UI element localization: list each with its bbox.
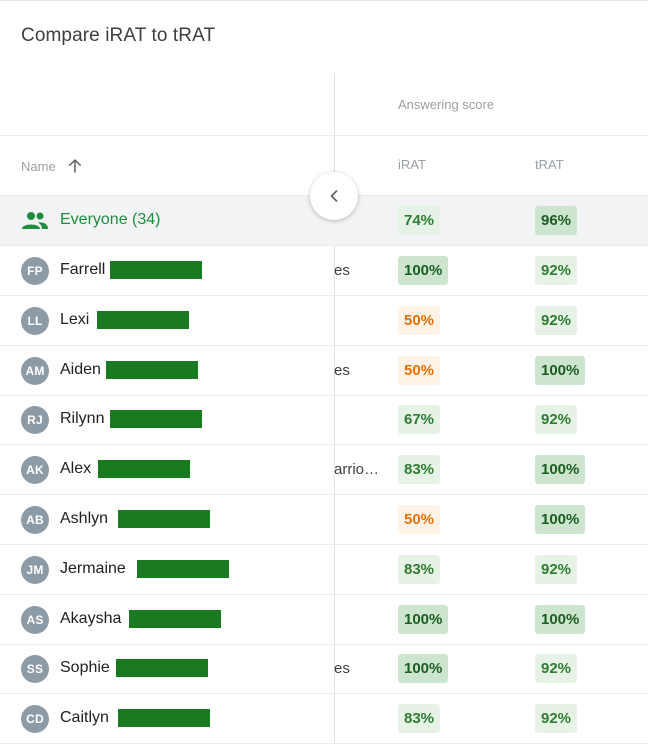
everyone-irat-score: 74% [398,206,441,235]
irat-column-header[interactable]: iRAT [398,157,426,172]
redaction-block [97,310,189,329]
name-column-label: Name [21,158,56,174]
answering-score-header: Answering score [398,97,495,112]
avatar: AB [21,506,49,534]
collapse-button[interactable] [310,172,358,220]
trat-score: 92% [535,704,578,734]
student-row[interactable]: AK Alex arrio… 83% 100% [0,445,648,496]
student-name: Lexi [60,310,90,328]
trat-score: 100% [535,604,586,634]
trat-score: 92% [535,405,578,435]
avatar: JM [21,555,49,584]
irat-score: 50% [398,505,441,534]
irat-score: 100% [398,654,449,684]
student-extra-text: es [334,262,350,279]
avatar: SS [21,655,49,684]
redaction-block [98,460,190,479]
student-name: Aiden [60,360,101,378]
trat-score: 92% [535,256,578,285]
page-title: Compare iRAT to tRAT [21,25,216,46]
redaction-block [110,261,202,279]
irat-score: 67% [398,405,441,435]
irat-score: 50% [398,305,441,335]
chevron-left-icon [330,190,338,202]
irat-score: 83% [398,704,441,734]
trat-score: 92% [535,654,578,684]
trat-column-header[interactable]: tRAT [535,157,564,172]
irat-score: 100% [398,604,449,634]
irat-score: 83% [398,455,441,485]
redaction-block [110,410,202,429]
redaction-block [118,510,210,528]
irat-score: 50% [398,355,441,385]
trat-score: 100% [535,455,586,485]
header-divider [0,135,648,136]
avatar: AS [21,605,49,634]
student-row[interactable]: FP Farrell es 100% 92% [0,246,648,296]
avatar: LL [21,306,49,335]
trat-score: 92% [535,554,578,584]
irat-score: 83% [398,554,441,584]
avatar: FP [21,257,49,285]
student-row[interactable]: RJ Rilynn 67% 92% [0,395,648,446]
redaction-block [129,609,221,628]
redaction-block [106,360,198,379]
everyone-label: Everyone (34) [60,211,161,228]
student-row[interactable]: AS Akaysha 100% 100% [0,595,648,645]
student-name: Sophie [60,659,110,677]
student-extra-text: arrio… [334,461,380,479]
redaction-block [137,559,229,578]
group-icon [22,212,48,229]
student-name: Rilynn [60,410,105,428]
student-row[interactable]: JM Jermaine 83% 92% [0,545,648,595]
trat-score: 92% [535,305,578,335]
student-extra-text: es [334,660,350,678]
arrow-up-icon[interactable] [66,157,84,175]
student-name: Caitlyn [60,709,109,727]
avatar: AK [21,456,49,485]
student-row[interactable]: AB Ashlyn 50% 100% [0,495,648,545]
trat-score: 100% [535,355,586,385]
student-name: Akaysha [60,609,122,627]
student-name: Alex [60,460,92,478]
student-name: Farrell [60,261,106,278]
redaction-block [116,659,208,678]
avatar: CD [21,705,49,734]
trat-score: 100% [535,505,586,534]
name-column-header[interactable]: Name [21,157,84,175]
column-divider [334,73,335,744]
student-extra-text: es [334,361,350,379]
student-row[interactable]: LL Lexi 50% 92% [0,296,648,346]
avatar: AM [21,356,49,385]
redaction-block [118,709,210,728]
student-name: Ashlyn [60,510,109,527]
everyone-trat-score: 96% [535,206,578,235]
irat-score: 100% [398,256,449,285]
student-row[interactable]: CD Caitlyn 83% 92% [0,694,648,744]
avatar: RJ [21,406,49,435]
student-row[interactable]: AM Aiden es 50% 100% [0,346,648,396]
student-row[interactable]: SS Sophie es 100% 92% [0,644,648,695]
student-name: Jermaine [60,559,126,577]
